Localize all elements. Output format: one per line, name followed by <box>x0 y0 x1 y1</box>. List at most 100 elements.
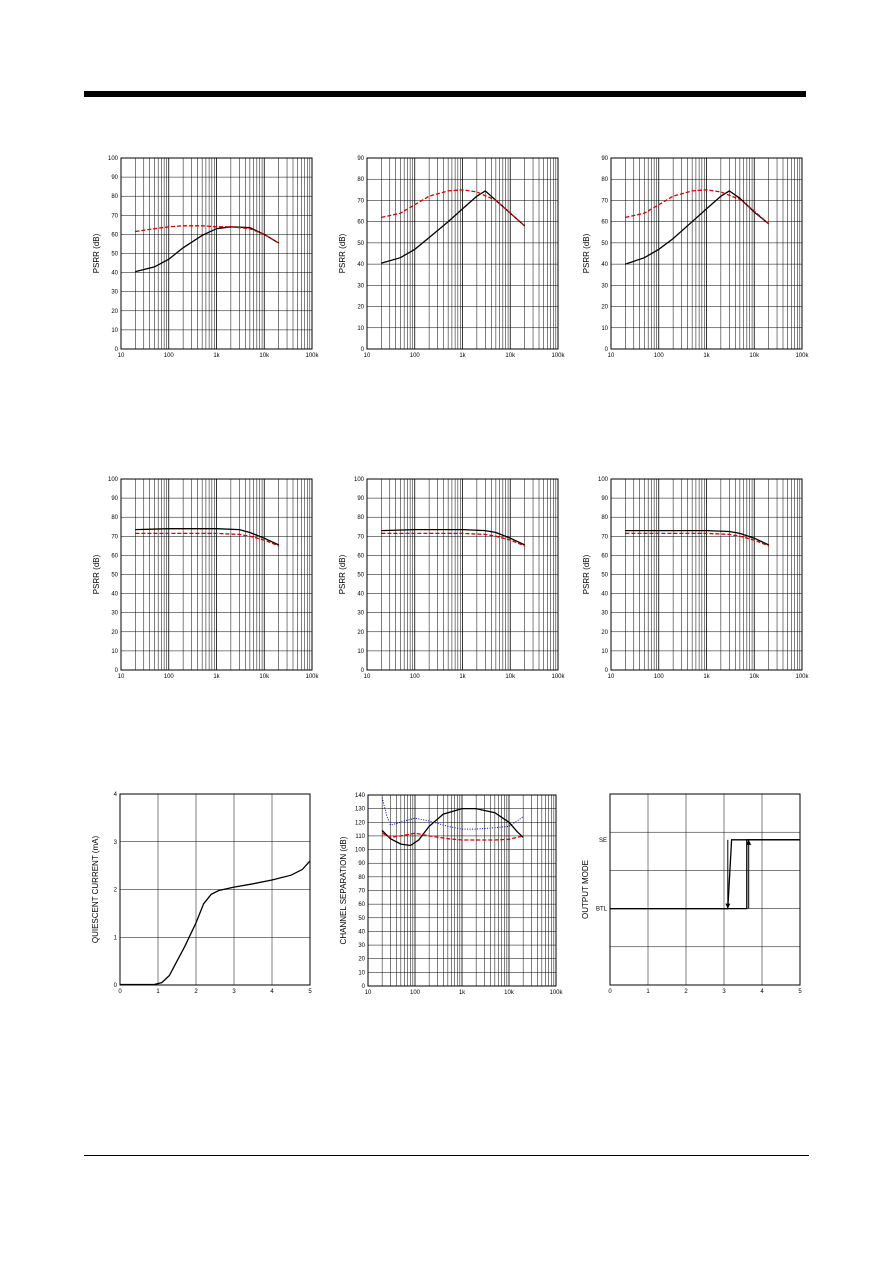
chart-3-series-1 <box>625 190 770 265</box>
chart-5-xtick: 1k <box>459 674 466 680</box>
header-rule <box>84 91 806 97</box>
chart-8-xtick: 1k <box>459 990 466 996</box>
chart-5-ytick: 20 <box>357 630 364 636</box>
chart-4-ytick: 10 <box>111 649 118 655</box>
chart-7-frame <box>119 793 311 986</box>
chart-6-series-2 <box>625 532 769 547</box>
chart-8-xtick: 10k <box>504 990 515 996</box>
chart-2-ytick: 90 <box>357 156 364 162</box>
chart-4-xtick: 10k <box>259 674 270 680</box>
chart-3-xtick: 10k <box>749 353 760 359</box>
chart-7-xtick: 5 <box>308 989 312 995</box>
chart-8-ytick: 40 <box>358 929 365 935</box>
chart-1-series-1 <box>135 226 279 273</box>
chart-2-ytick: 70 <box>357 198 364 204</box>
chart-2-ytick: 10 <box>357 326 364 332</box>
footer-rule <box>84 1155 809 1156</box>
chart-6-ytick: 30 <box>601 611 608 617</box>
chart-5-ytick: 70 <box>357 534 364 540</box>
chart-6-frame <box>610 478 803 671</box>
chart-4-xtick: 10 <box>118 674 125 680</box>
chart-9-xtick: 1 <box>646 989 650 995</box>
chart-9-grid <box>609 793 801 986</box>
chart-8-ytick: 140 <box>355 793 366 799</box>
chart-1-ytick: 100 <box>108 156 119 162</box>
chart-3-ytick: 90 <box>601 156 608 162</box>
chart-8-ytick: 110 <box>355 834 365 840</box>
chart-3-ytick: 0 <box>605 347 609 353</box>
chart-3-ytick: 50 <box>601 241 608 247</box>
chart-3-ytick: 40 <box>601 262 608 268</box>
chart-4-ytick: 80 <box>111 515 118 521</box>
chart-4-grid <box>120 478 313 671</box>
chart-6-series-1 <box>625 529 769 546</box>
chart-1-ytick: 0 <box>115 347 119 353</box>
chart-4-ytick: 70 <box>111 534 118 540</box>
chart-4-frame <box>120 478 313 671</box>
chart-1-ytick: 50 <box>111 252 118 258</box>
chart-9-xtick: 0 <box>608 989 612 995</box>
chart-4-ytick: 50 <box>111 573 118 579</box>
chart-9-series-1 <box>610 839 800 910</box>
chart-6-ytick: 80 <box>601 515 608 521</box>
chart-5-grid <box>366 478 559 671</box>
chart-5-ytick: 0 <box>361 668 365 674</box>
chart-2-ytick: 40 <box>357 262 364 268</box>
chart-3-ytick: 10 <box>601 326 608 332</box>
chart-6-ytick: 100 <box>598 477 609 483</box>
chart-6-ytick: 50 <box>601 573 608 579</box>
chart-8-ytick: 10 <box>358 970 365 976</box>
chart-3-ytick: 20 <box>601 305 608 311</box>
chart-1-ylabel: PSRR (dB) <box>92 233 101 273</box>
chart-7-ytick: 1 <box>114 935 118 941</box>
chart-5-xtick: 100k <box>551 674 565 680</box>
chart-5-series-1 <box>381 528 525 546</box>
chart-7-xtick: 0 <box>118 989 122 995</box>
chart-2-ylabel: PSRR (dB) <box>338 233 347 273</box>
chart-8-xtick: 100 <box>410 990 421 996</box>
chart-9-ytick: BTL <box>596 907 608 913</box>
chart-5-ytick: 50 <box>357 573 364 579</box>
chart-4-ylabel: PSRR (dB) <box>92 554 101 594</box>
chart-9-xtick: 2 <box>684 989 688 995</box>
chart-2-xtick: 10 <box>364 353 371 359</box>
chart-6-xtick: 1k <box>703 674 710 680</box>
chart-4-ytick: 30 <box>111 611 118 617</box>
chart-5-series-2 <box>381 532 525 547</box>
chart-8-ytick: 50 <box>358 916 365 922</box>
chart-6-ytick: 70 <box>601 534 608 540</box>
chart-2-series-1 <box>381 190 526 264</box>
chart-5-ytick: 80 <box>357 515 364 521</box>
chart-1-ytick: 80 <box>111 194 118 200</box>
chart-4-ytick: 60 <box>111 553 118 559</box>
chart-5-ytick: 100 <box>354 477 365 483</box>
chart-8-series-1 <box>381 807 524 847</box>
chart-3-xtick: 1k <box>703 353 710 359</box>
chart-9-series-2 <box>610 839 800 910</box>
chart-6-xtick: 10k <box>749 674 760 680</box>
chart-3-xtick: 10 <box>608 353 615 359</box>
chart-8-ytick: 130 <box>355 807 366 813</box>
chart-8-ytick: 30 <box>358 943 365 949</box>
chart-9-ylabel: OUTPUT MODE <box>581 860 590 919</box>
chart-5-ytick: 90 <box>357 496 364 502</box>
chart-3-ylabel: PSRR (dB) <box>582 233 591 273</box>
chart-9-frame <box>609 793 801 986</box>
chart-1-frame <box>120 157 313 350</box>
chart-8-series-3 <box>381 797 524 830</box>
chart-2-ytick: 30 <box>357 283 364 289</box>
chart-8-grid <box>367 794 557 987</box>
chart-2-ytick: 20 <box>357 305 364 311</box>
chart-1-xtick: 1k <box>213 353 220 359</box>
chart-2-xtick: 10k <box>505 353 516 359</box>
chart-8-frame <box>367 794 557 987</box>
chart-6-xtick: 10 <box>608 674 615 680</box>
chart-4-xtick: 1k <box>213 674 220 680</box>
chart-7-xtick: 1 <box>156 989 160 995</box>
chart-9-ytick: SE <box>599 838 607 844</box>
